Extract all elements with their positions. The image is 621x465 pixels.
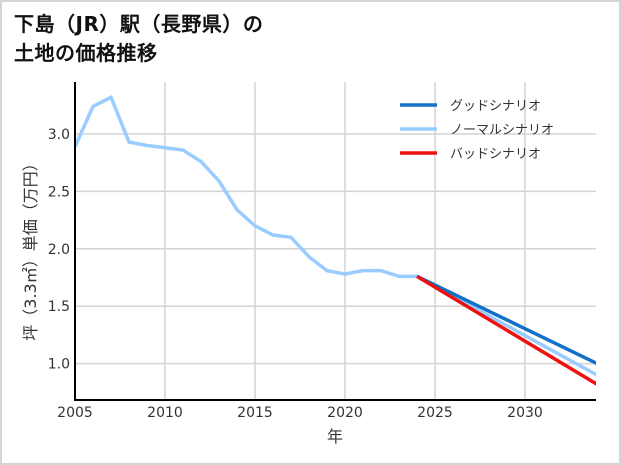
x-tick-label: 2005 (57, 405, 93, 421)
axes (74, 82, 596, 401)
series-line-1 (75, 95, 596, 377)
series-line-2 (416, 274, 596, 386)
legend-label: グッドシナリオ (450, 99, 541, 114)
y-tick-label: 1.0 (48, 357, 70, 373)
tick-labels: 2005 2010 2015 2020 2025 2030 1.0 1.5 2.0 2.5 3.0 (48, 127, 543, 421)
y-tick-label: 2.0 (48, 242, 70, 258)
x-tick-label: 2030 (507, 405, 543, 421)
y-tick-label: 2.5 (48, 184, 70, 200)
title-line-1: 下島（JR）駅（長野県）の (14, 12, 264, 36)
y-axis-label: 坪（3.3㎡）単価（万円） (21, 155, 40, 340)
x-axis-label: 年 (327, 427, 343, 446)
x-tick-label: 2020 (327, 405, 363, 421)
y-tick-label: 1.5 (48, 299, 70, 315)
legend-label: バッドシナリオ (450, 147, 541, 162)
x-tick-label: 2015 (237, 405, 273, 421)
y-tick-label: 3.0 (48, 127, 70, 143)
series-lines (75, 95, 596, 386)
x-tick-label: 2010 (147, 405, 183, 421)
title-line-2: 土地の価格推移 (14, 41, 158, 65)
chart-title: 下島（JR）駅（長野県）の 土地の価格推移 (14, 10, 263, 68)
series-line-0 (416, 274, 596, 366)
x-tick-label: 2025 (417, 405, 453, 421)
legend-label: ノーマルシナリオ (450, 123, 554, 138)
